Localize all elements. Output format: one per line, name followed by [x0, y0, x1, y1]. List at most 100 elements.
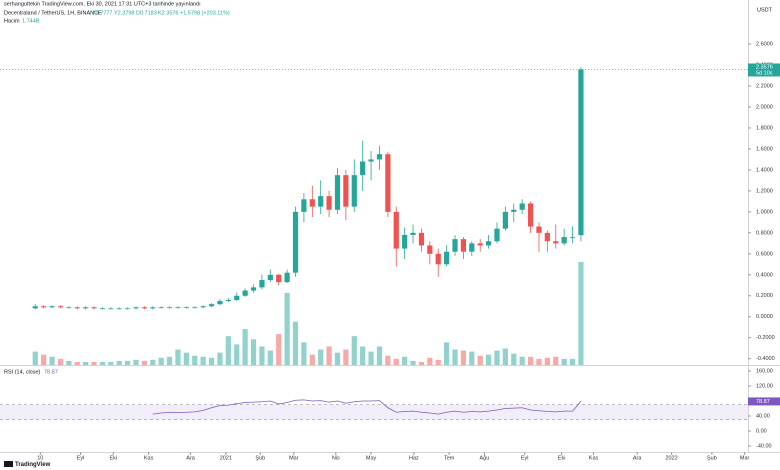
- candle-body: [444, 251, 450, 265]
- x-tick-label: Nis: [332, 455, 340, 461]
- candle-body: [452, 239, 458, 252]
- y-tick-label: -0.2000: [756, 335, 775, 341]
- rsi-band-fill: [0, 404, 748, 420]
- volume-bar: [527, 356, 534, 365]
- y-tick-label: 0.8000: [756, 230, 773, 236]
- x-tick-label: Kas: [589, 455, 599, 461]
- ohlc-text: Y2.3798: [114, 10, 135, 16]
- x-tick-label: 2022: [665, 455, 677, 461]
- volume-bar: [578, 262, 584, 365]
- x-tick-label: Kas: [144, 455, 154, 461]
- chart-title: Decentraland / TetherUS, 1H, BINANCE: [4, 10, 102, 16]
- volume-bar: [469, 351, 475, 365]
- volume-bar: [351, 336, 357, 365]
- last-price-label: 2.3576: [756, 64, 773, 70]
- volume-bar: [116, 360, 122, 365]
- volume-bar: [158, 357, 164, 365]
- candle-body: [49, 306, 55, 308]
- volume-bar: [217, 352, 223, 365]
- volume-bar: [41, 354, 47, 365]
- volume-bar: [368, 351, 374, 365]
- volume-bar: [385, 355, 391, 365]
- candle-body: [326, 196, 332, 210]
- candle-body: [32, 306, 38, 309]
- candle-body: [242, 290, 248, 296]
- volume-bar: [192, 355, 198, 365]
- candle-body: [360, 161, 366, 176]
- candles: [32, 67, 584, 310]
- last-price-box: [748, 63, 780, 77]
- candle-body: [150, 307, 156, 309]
- candle-body: [569, 237, 576, 238]
- y-tick-label: 1.8000: [756, 125, 773, 131]
- candle-body: [435, 253, 441, 265]
- volume-bar: [150, 359, 156, 365]
- candle-body: [292, 211, 299, 273]
- rsi-tick-label: 40.00: [756, 413, 770, 419]
- rsi-value: 78.87: [44, 369, 58, 375]
- y-tick-label: 2.6000: [756, 42, 773, 48]
- candle-body: [133, 307, 139, 309]
- rsi-tick-label: 0.00: [756, 428, 767, 434]
- volume-bar: [569, 358, 576, 365]
- x-tick-label: Haz: [409, 455, 419, 461]
- volume-text: 1.744B: [22, 18, 40, 24]
- y-tick-label: 1.2000: [756, 188, 773, 194]
- candle-body: [343, 175, 349, 207]
- y-tick-label: 2.0000: [756, 104, 773, 110]
- volume-bar: [183, 352, 189, 365]
- x-tick-label: Ara: [186, 455, 196, 461]
- candle-body: [276, 274, 282, 283]
- candle-body: [368, 159, 374, 162]
- candle-body: [527, 203, 534, 227]
- candle-body: [175, 307, 181, 309]
- volume-bar: [502, 348, 508, 365]
- x-tick-label: 10: [37, 455, 43, 461]
- volume-bar: [376, 346, 383, 365]
- rsi-title: RSI (14, close): [4, 369, 41, 375]
- volume-bar: [343, 349, 349, 365]
- ohlc-text: K2.3576: [158, 10, 179, 16]
- candle-body: [125, 308, 131, 310]
- candle-body: [108, 308, 114, 310]
- candle-body: [502, 211, 508, 229]
- candle-body: [217, 301, 223, 305]
- candle-body: [192, 307, 198, 309]
- candle-body: [91, 307, 97, 309]
- currency: USDT: [757, 7, 773, 13]
- candle-body: [553, 241, 559, 244]
- y-tick-label: -0.4000: [756, 356, 775, 362]
- x-tick-label: 2021: [220, 455, 232, 461]
- volume-bar: [125, 360, 131, 365]
- volume-bar: [57, 358, 64, 365]
- candle-body: [418, 232, 425, 246]
- x-tick-label: Eki: [558, 455, 566, 461]
- candle-body: [511, 209, 517, 212]
- x-tick-label: May: [366, 455, 377, 461]
- volume-bars: [32, 262, 584, 365]
- x-tick-label: Şub: [255, 455, 265, 461]
- volume-bar: [49, 356, 55, 365]
- y-tick-label: 0.4000: [756, 272, 773, 278]
- candle-body: [578, 69, 584, 236]
- candle-body: [494, 228, 500, 242]
- x-tick-label: Eki: [110, 455, 118, 461]
- x-tick-label: Ağu: [479, 455, 489, 461]
- volume-bar: [91, 361, 97, 365]
- countdown: 5d 10s: [756, 70, 773, 76]
- candle-body: [267, 274, 273, 281]
- volume-bar: [536, 358, 542, 365]
- candle-body: [183, 307, 189, 309]
- candle-body: [351, 175, 357, 207]
- candle-body: [519, 203, 525, 210]
- volume-bar: [133, 359, 139, 365]
- candle-body: [427, 245, 433, 254]
- candle-body: [99, 308, 106, 310]
- volume-bar: [267, 350, 273, 365]
- candle-body: [301, 199, 307, 212]
- volume-bar: [108, 361, 114, 365]
- logo: TradingView: [4, 461, 51, 468]
- volume-bar: [99, 361, 106, 365]
- volume-bar: [292, 321, 299, 365]
- candle-body: [41, 306, 47, 308]
